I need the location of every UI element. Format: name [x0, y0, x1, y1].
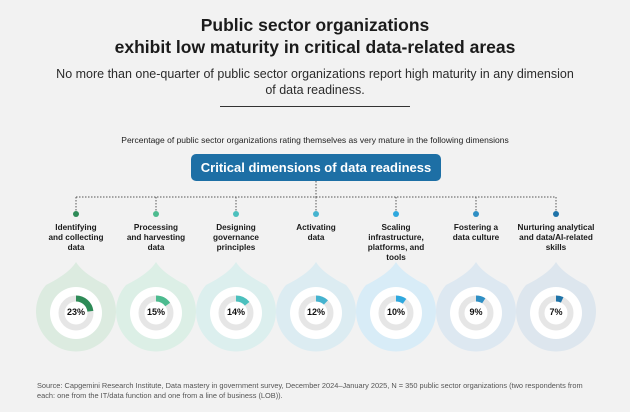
gauge-arc [58, 295, 94, 331]
dimension-label-line: tools [386, 253, 406, 262]
gauge-arc [458, 295, 494, 331]
gauge-arc [218, 295, 254, 331]
page-title: Public sector organizations exhibit low … [0, 14, 630, 58]
connector-dot [313, 211, 319, 217]
dimension-label-line: principles [216, 243, 256, 252]
dimension-label: Nurturing analytical and data/AI-related s… [514, 223, 598, 253]
gauge-arc [538, 295, 574, 331]
dimension-label: Scaling infrastructure, platforms, and too… [354, 223, 438, 263]
connector-dot [473, 211, 479, 217]
gauge-value-label: 7% [549, 307, 563, 317]
dimension-label: Activating data [274, 223, 358, 243]
dimension-label-line: skills [545, 243, 567, 252]
dimension-label: Identifying and collecting data [34, 223, 118, 253]
dimension-label: Processing and harvesting data [114, 223, 198, 253]
dimension-label: Designing governance principles [194, 223, 278, 253]
connector-dot [73, 211, 79, 217]
gauge-value-label: 23% [66, 307, 85, 317]
dimensions-banner: Critical dimensions of data readiness [191, 154, 441, 181]
dimension-label-line: data [147, 243, 165, 252]
gauge-value-label: 9% [469, 307, 483, 317]
dimension-label-line: data culture [452, 233, 500, 242]
dimension-label-line: data [307, 233, 325, 242]
subtitle: No more than one-quarter of public secto… [56, 67, 574, 97]
divider [220, 106, 410, 107]
title-line-1: Public sector organizations [200, 15, 430, 35]
dimension-label-line: platforms, and [367, 243, 425, 252]
dimension-label-line: Fostering a [453, 223, 499, 232]
gauge-disc [370, 287, 422, 339]
gauge-value-label: 12% [306, 307, 325, 317]
gauge-disc [290, 287, 342, 339]
dimension-label: Fostering a data culture [434, 223, 518, 243]
dimension-label-line: and harvesting [126, 233, 186, 242]
dimension-label-line: data [67, 243, 85, 252]
gauge-disc [130, 287, 182, 339]
title-line-2: exhibit low maturity in critical data-re… [114, 37, 516, 57]
connector-dot [233, 211, 239, 217]
dimension-label-line: Identifying [55, 223, 97, 232]
dimension-label-line: Scaling infrastructure, [368, 223, 424, 242]
gauge-value-label: 15% [146, 307, 165, 317]
chart-caption: Percentage of public sector organization… [121, 135, 509, 145]
dimension-label-line: governance [213, 233, 259, 242]
connector-dot [153, 211, 159, 217]
gauge-disc [530, 287, 582, 339]
source-note: Source: Capgemini Research Institute, Da… [37, 381, 583, 400]
gauge-disc [210, 287, 262, 339]
connector-dot [393, 211, 399, 217]
dimension-label-line: Designing [216, 223, 256, 232]
connector-dot [553, 211, 559, 217]
gauge-disc [450, 287, 502, 339]
gauge-disc [50, 287, 102, 339]
dimension-label-line: and collecting [48, 233, 104, 242]
gauge-arc [138, 295, 174, 331]
dimension-label-line: Processing [133, 223, 179, 232]
dimension-label-line: and data/AI-related [519, 233, 593, 242]
dimension-label-line: Nurturing analytical [517, 223, 595, 232]
gauge-value-label: 14% [226, 307, 245, 317]
gauge-value-label: 10% [386, 307, 405, 317]
gauge-arc [378, 295, 414, 331]
dimension-label-line: Activating [296, 223, 336, 232]
gauge-arc [298, 295, 334, 331]
